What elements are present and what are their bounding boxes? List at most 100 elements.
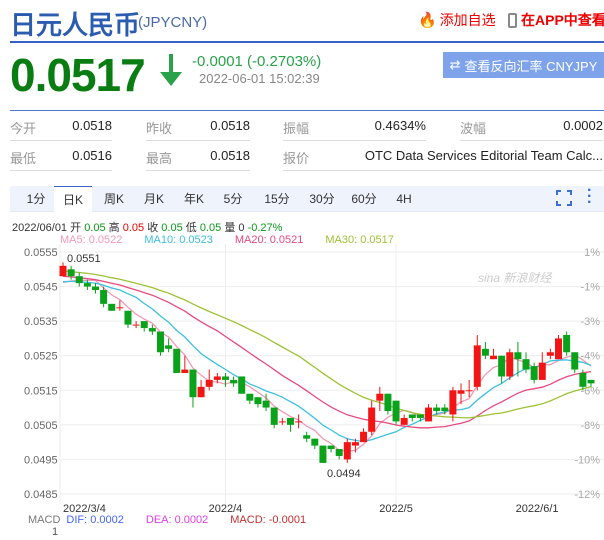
candle-body <box>457 390 465 394</box>
info-open-label: 开 <box>70 222 82 234</box>
stat-value: 0.4634% <box>374 118 426 133</box>
swap-icon: ⇄ <box>449 57 461 72</box>
reverse-rate-button[interactable]: ⇄ 查看反向汇率 CNYJPY <box>443 52 604 78</box>
candle-body <box>140 321 148 329</box>
stat-label: 最低 <box>10 151 37 166</box>
candle-body <box>278 421 286 423</box>
ma-line-3 <box>62 270 592 419</box>
tab-9[interactable]: 4H <box>396 192 412 206</box>
candle-body <box>295 421 303 423</box>
candle-body <box>351 442 359 446</box>
candle-body <box>303 435 311 439</box>
info-volume: 0 <box>238 222 245 234</box>
candle-body <box>498 355 506 377</box>
candle-body <box>473 345 481 387</box>
candle-body <box>563 334 571 353</box>
view-in-app-button[interactable]: 在APP中查看 <box>508 10 604 30</box>
page-title: 日元人民币 <box>10 10 141 40</box>
stat-underline <box>283 140 426 141</box>
candle-body <box>91 286 99 291</box>
price-change: -0.0001 (-0.2703%) <box>192 53 322 70</box>
info-open: 0.05 <box>84 222 106 234</box>
y-tick-label: 0.0555 <box>24 247 58 259</box>
y-tick-label: 0.0505 <box>24 420 58 432</box>
candle-body <box>221 376 229 380</box>
stat-underline <box>10 170 112 171</box>
macd-title: MACD <box>28 514 61 526</box>
candle-body <box>262 400 270 408</box>
candle-body <box>230 379 238 384</box>
kline-chart[interactable]: 0.0555 1% 0.0545 -1% 0.0535 -3% 0.0525 -4% 0.051… <box>0 244 604 512</box>
ma-label-3: MA30: 0.0517 <box>325 234 394 246</box>
stat-underline <box>146 140 250 141</box>
stat-value: 0.0518 <box>210 148 250 163</box>
symbol-code: (JPYCNY) <box>138 14 208 31</box>
candle-body <box>360 431 368 443</box>
candle-body <box>205 379 213 387</box>
tab-4[interactable]: 年K <box>183 192 204 206</box>
tab-7[interactable]: 30分 <box>309 192 335 206</box>
info-close-label: 收 <box>147 222 159 234</box>
candle-body <box>392 400 400 422</box>
y-right-tick-label: -1% <box>580 282 600 294</box>
candle-body <box>433 407 441 412</box>
candle-body <box>246 393 254 401</box>
candle-info: 2022/06/01 开 0.05 高 0.05 收 0.05 低 0.05 量… <box>12 219 282 235</box>
stat-label: 振幅 <box>283 121 310 136</box>
ma-legend: MA5: 0.0522 MA10: 0.0523 MA20: 0.0521 MA30:… <box>60 234 394 246</box>
tab-0[interactable]: 1分 <box>26 192 46 206</box>
info-high-label: 高 <box>108 222 120 234</box>
more-options-icon[interactable]: · · · <box>587 182 593 211</box>
ma-line-1 <box>62 280 592 443</box>
stat-underline <box>283 170 603 171</box>
candle-body <box>555 338 563 360</box>
add-favorite-button[interactable]: 🔥 添加自选 <box>418 10 496 30</box>
tab-8[interactable]: 60分 <box>351 192 377 206</box>
stat-label: 报价 <box>283 151 310 166</box>
tab-3[interactable]: 月K <box>143 192 164 206</box>
max-price-label: 0.0551 <box>67 253 101 265</box>
stat-value: OTC Data Services Editorial Team Calc... <box>364 148 603 163</box>
fullscreen-icon[interactable] <box>556 190 572 211</box>
candle-body <box>408 414 416 418</box>
info-percent: -0.27% <box>247 222 283 234</box>
stat-underline <box>146 170 250 171</box>
candle-body <box>425 407 433 422</box>
info-low: 0.05 <box>199 222 222 234</box>
info-volume-label: 量 <box>224 222 236 234</box>
candle-body <box>571 352 579 370</box>
info-high: 0.05 <box>122 222 145 234</box>
macd-value: MACD: -0.0001 <box>230 514 307 526</box>
tab-1[interactable]: 日K <box>54 186 92 212</box>
y-right-tick-label: -12% <box>574 489 600 501</box>
stat-label: 波幅 <box>460 121 487 136</box>
stats-divider <box>10 110 604 111</box>
tab-5[interactable]: 5分 <box>223 192 243 206</box>
candle-body <box>59 265 67 277</box>
info-close: 0.05 <box>161 222 183 234</box>
y-tick-label: 0.0485 <box>24 489 58 501</box>
candle-body <box>270 407 278 425</box>
candle-body <box>343 442 351 460</box>
macd-dif: DIF: 0.0002 <box>66 514 124 526</box>
candle-body <box>238 376 246 394</box>
ma-label-0: MA5: 0.0522 <box>60 234 123 246</box>
candle-body <box>156 331 164 353</box>
candle-body <box>116 307 124 309</box>
candle-body <box>173 348 181 373</box>
candle-body <box>449 390 457 415</box>
stat-value: 0.0518 <box>210 118 250 133</box>
min-price-label: 0.0494 <box>327 468 361 480</box>
candle-body <box>148 328 156 332</box>
tab-2[interactable]: 周K <box>103 192 124 206</box>
x-tick-label: 2022/5 <box>379 503 413 512</box>
candle-body <box>75 276 83 284</box>
candle-body <box>546 352 554 356</box>
candle-body <box>506 352 514 377</box>
candle-body <box>311 438 319 446</box>
candle-body <box>181 369 189 373</box>
y-tick-label: 0.0525 <box>24 351 58 363</box>
x-tick-label: 2022/3/4 <box>63 503 106 512</box>
tab-6[interactable]: 15分 <box>264 192 290 206</box>
candle-body <box>108 303 116 311</box>
